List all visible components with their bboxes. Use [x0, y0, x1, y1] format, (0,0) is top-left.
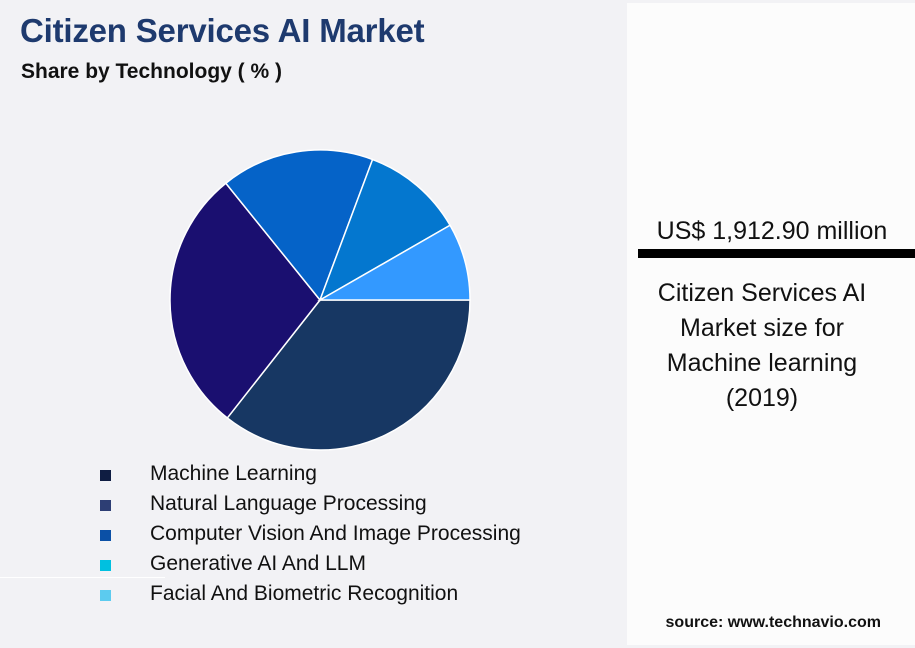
caption-line: Machine learning	[666, 349, 858, 377]
pie-slice	[169, 182, 321, 419]
legend-swatch-icon	[100, 589, 111, 601]
pie-slice	[318, 158, 452, 302]
legend-item-natural-language-processing: Natural Language Processing	[100, 490, 427, 520]
pie-chart	[168, 148, 472, 452]
pie-slice	[226, 299, 471, 451]
market-size-value: US$ 1,912.90 million	[656, 217, 888, 245]
legend-swatch-icon	[100, 529, 111, 541]
pie-slice	[317, 224, 471, 301]
divider	[0, 577, 165, 578]
caption-line: Citizen Services AI	[657, 279, 867, 307]
market-size-panel: US$ 1,912.90 million Citizen Services AI…	[627, 3, 915, 645]
legend-label: Machine Learning	[150, 462, 317, 485]
pie-chart-svg	[169, 149, 471, 451]
legend-item-generative-ai: Generative AI And LLM	[100, 550, 366, 580]
legend-swatch-icon	[100, 469, 111, 481]
legend-label: Natural Language Processing	[150, 492, 427, 515]
market-size-caption: Citizen Services AI Market size for Mach…	[627, 276, 897, 416]
chart-title: Citizen Services AI Market	[20, 12, 425, 49]
legend-item-computer-vision: Computer Vision And Image Processing	[100, 520, 521, 550]
legend-label: Facial And Biometric Recognition	[150, 582, 459, 605]
legend: Machine Learning Natural Language Proces…	[100, 460, 521, 610]
legend-swatch-icon	[100, 559, 111, 571]
chart-subtitle: Share by Technology ( % )	[21, 60, 282, 83]
legend-item-machine-learning: Machine Learning	[100, 460, 317, 490]
pie-slice	[224, 149, 374, 302]
value-underline	[638, 249, 915, 258]
caption-line: Market size for	[680, 314, 844, 342]
source-credit: source: www.technavio.com	[665, 614, 881, 631]
caption-line: (2019)	[725, 384, 799, 412]
legend-swatch-icon	[100, 499, 111, 511]
legend-label: Generative AI And LLM	[150, 552, 366, 575]
legend-label: Computer Vision And Image Processing	[150, 522, 521, 545]
legend-item-facial-biometric: Facial And Biometric Recognition	[100, 580, 458, 610]
